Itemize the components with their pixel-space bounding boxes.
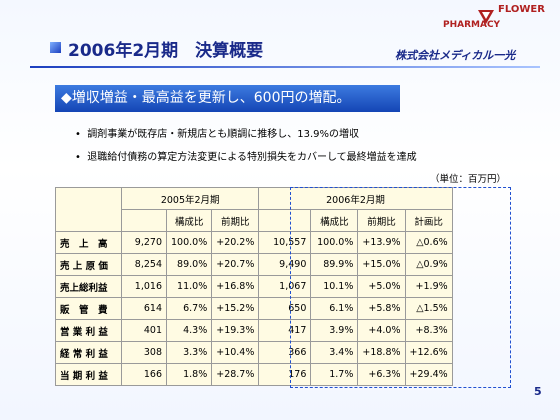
table-cell: 166	[121, 363, 167, 386]
table-cell: △0.9%	[404, 253, 453, 276]
bullet-text: 退職給付債務の算定方法変更による特別損失をカバーして最終増益を達成	[87, 152, 417, 163]
row-label: 売上総利益	[55, 275, 122, 298]
logo-icon	[478, 10, 494, 24]
period-header: 2006年2月期	[258, 187, 453, 210]
table-cell: 10,557	[258, 231, 312, 254]
table-cell: 3.3%	[165, 341, 213, 364]
column-header: 計画比	[404, 209, 453, 232]
column-header: 構成比	[310, 209, 359, 232]
period-header: 2005年2月期	[120, 187, 260, 210]
title-bullet	[50, 42, 61, 53]
table-cell: 11.0%	[165, 275, 213, 298]
logo-text: PHARMACY	[443, 20, 501, 30]
table-cell: +19.3%	[211, 319, 260, 342]
table-row: 営 業 利 益 401 4.3% +19.3% 417 3.9% +4.0% +8.3%	[55, 319, 453, 342]
table-cell: 89.0%	[165, 253, 213, 276]
table-cell: 614	[121, 297, 167, 320]
results-table: 2005年2月期 2006年2月期 構成比 前期比 構成比 前期比 計画比売 上 高 9,27…	[55, 187, 453, 386]
table-cell: △0.6%	[404, 231, 453, 254]
column-header: 前期比	[211, 209, 260, 232]
company-name: 株式会社メディカル一光	[395, 49, 516, 62]
table-cell: 100.0%	[165, 231, 213, 254]
table-cell: 1.7%	[310, 363, 359, 386]
table-cell: 4.3%	[165, 319, 213, 342]
table-cell: 10.1%	[310, 275, 359, 298]
table-cell: +5.0%	[357, 275, 406, 298]
table-cell: +15.0%	[357, 253, 406, 276]
table-cell: +29.4%	[404, 363, 453, 386]
table-cell: △1.5%	[404, 297, 453, 320]
row-label: 販 管 費	[55, 297, 122, 320]
table-cell: 417	[258, 319, 312, 342]
table-cell: 1,016	[121, 275, 167, 298]
logo-text: FLOWER	[498, 4, 545, 15]
table-cell: +6.3%	[357, 363, 406, 386]
table-cell: 8,254	[121, 253, 167, 276]
table-row: 経 常 利 益 308 3.3% +10.4% 366 3.4% +18.8% +12.6%	[55, 341, 453, 364]
table-cell: 366	[258, 341, 312, 364]
table-cell: +20.2%	[211, 231, 260, 254]
bullet: • 退職給付債務の算定方法変更による特別損失をカバーして最終増益を達成	[75, 152, 417, 163]
table-cell: +16.8%	[211, 275, 260, 298]
table-cell: +10.4%	[211, 341, 260, 364]
unit-note: （単位：百万円）	[430, 174, 507, 185]
table-cell: 6.1%	[310, 297, 359, 320]
table-cell: 1.8%	[165, 363, 213, 386]
table-cell: +20.7%	[211, 253, 260, 276]
table-cell: 3.4%	[310, 341, 359, 364]
table-cell: 308	[121, 341, 167, 364]
table-cell: +18.8%	[357, 341, 406, 364]
table-cell: +5.8%	[357, 297, 406, 320]
bullet: • 調剤事業が既存店・新規店とも順調に推移し、13.9%の増収	[75, 129, 360, 140]
table-cell: +15.2%	[211, 297, 260, 320]
table-cell: +13.9%	[357, 231, 406, 254]
table-cell: +28.7%	[211, 363, 260, 386]
column-header: 構成比	[165, 209, 213, 232]
table-cell: +4.0%	[357, 319, 406, 342]
table-row: 販 管 費 614 6.7% +15.2% 650 6.1% +5.8% △1.5%	[55, 297, 453, 320]
row-label: 売 上 原 価	[55, 253, 122, 276]
table-row: 当 期 利 益 166 1.8% +28.7% 176 1.7% +6.3% +29.4%	[55, 363, 453, 386]
bullet-text: 調剤事業が既存店・新規店とも順調に推移し、13.9%の増収	[87, 129, 360, 140]
page-number: 5	[534, 385, 542, 398]
header-cell	[258, 209, 312, 232]
header-cell	[55, 187, 122, 232]
table-cell: 9,490	[258, 253, 312, 276]
row-label: 経 常 利 益	[55, 341, 122, 364]
table-cell: 9,270	[121, 231, 167, 254]
table-cell: 650	[258, 297, 312, 320]
table-cell: 89.9%	[310, 253, 359, 276]
row-label: 売 上 高	[55, 231, 122, 254]
table-cell: +12.6%	[404, 341, 453, 364]
table-cell: 3.9%	[310, 319, 359, 342]
title: 2006年2月期 決算概要	[68, 41, 264, 61]
header-rule	[30, 66, 540, 68]
header-cell	[121, 209, 167, 232]
table-row: 売上総利益 1,016 11.0% +16.8% 1,067 10.1% +5.0% +1.9…	[55, 275, 453, 298]
table-cell: +8.3%	[404, 319, 453, 342]
table-row: 売 上 高 9,270 100.0% +20.2% 10,557 100.0% +13.9%…	[55, 231, 453, 254]
column-header: 前期比	[357, 209, 406, 232]
table-cell: 6.7%	[165, 297, 213, 320]
table-cell: 1,067	[258, 275, 312, 298]
row-label: 当 期 利 益	[55, 363, 122, 386]
table-cell: 176	[258, 363, 312, 386]
row-label: 営 業 利 益	[55, 319, 122, 342]
table-cell: +1.9%	[404, 275, 453, 298]
header-row: 2005年2月期 2006年2月期	[55, 187, 453, 232]
banner: ◆増収増益・最高益を更新し、600円の増配。	[55, 85, 400, 112]
table-cell: 401	[121, 319, 167, 342]
table-cell: 100.0%	[310, 231, 359, 254]
table-row: 売 上 原 価 8,254 89.0% +20.7% 9,490 89.9% +15.0% △…	[55, 253, 453, 276]
